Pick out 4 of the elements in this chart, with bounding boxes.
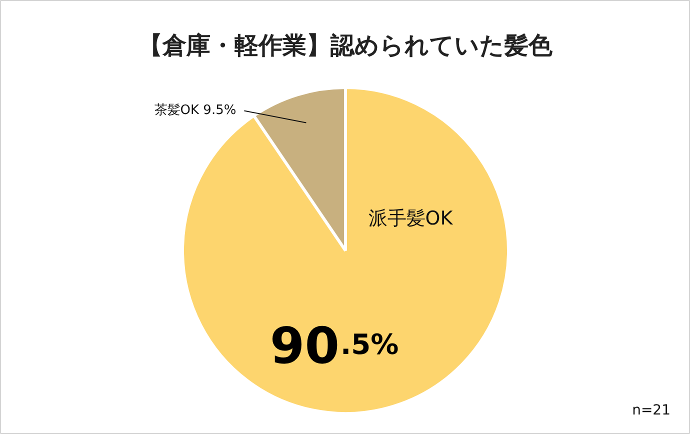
slice-label: 茶髪OK 9.5% bbox=[154, 103, 236, 118]
slice-label: 派手髪OK bbox=[368, 208, 454, 230]
text: n=21 bbox=[632, 402, 671, 418]
chart-title: 【倉庫・軽作業】認められていた髪色 bbox=[138, 32, 554, 60]
